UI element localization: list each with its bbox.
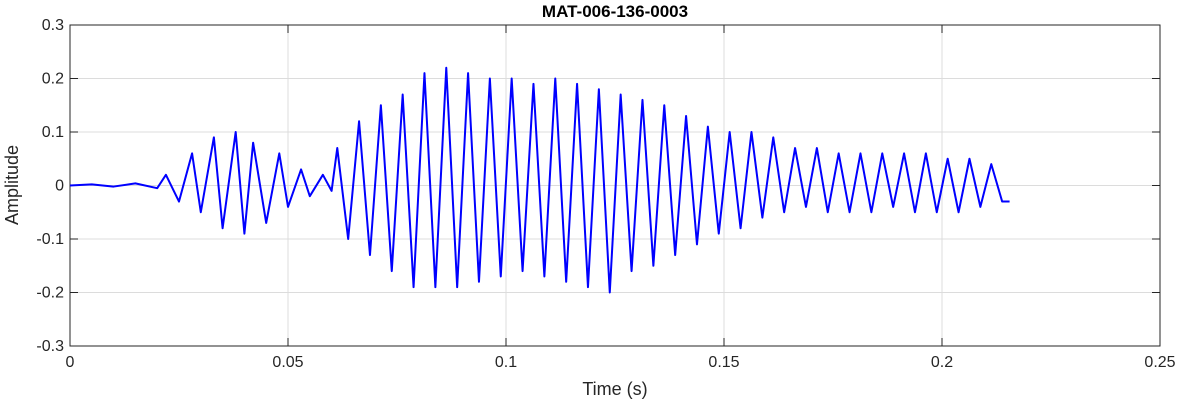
y-tick-label: -0.3 — [36, 338, 64, 355]
y-tick-label: -0.2 — [36, 285, 64, 302]
series-group — [69, 66, 1010, 294]
x-tick-label: 0.25 — [1144, 354, 1175, 371]
y-axis-label: Amplitude — [2, 145, 22, 225]
x-tick-label: 0.2 — [931, 354, 953, 371]
x-tick-label: 0.1 — [495, 354, 517, 371]
x-tick-label: 0.15 — [708, 354, 739, 371]
x-tick-label: 0.05 — [272, 354, 303, 371]
y-tick-label: 0 — [55, 178, 64, 195]
y-tick-label: -0.1 — [36, 231, 64, 248]
x-axis-ticks: 0 0.05 0.1 0.15 0.2 0.25 — [66, 25, 1176, 371]
y-axis-ticks: -0.3 -0.2 -0.1 0 0.1 0.2 0.3 — [36, 17, 1160, 355]
waveform-series-line — [69, 66, 1010, 294]
chart-title: MAT-006-136-0003 — [542, 2, 688, 21]
x-tick-label: 0 — [66, 354, 75, 371]
y-tick-label: 0.1 — [42, 124, 64, 141]
y-tick-label: 0.2 — [42, 71, 64, 88]
x-axis-label: Time (s) — [582, 379, 647, 399]
y-tick-label: 0.3 — [42, 17, 64, 34]
